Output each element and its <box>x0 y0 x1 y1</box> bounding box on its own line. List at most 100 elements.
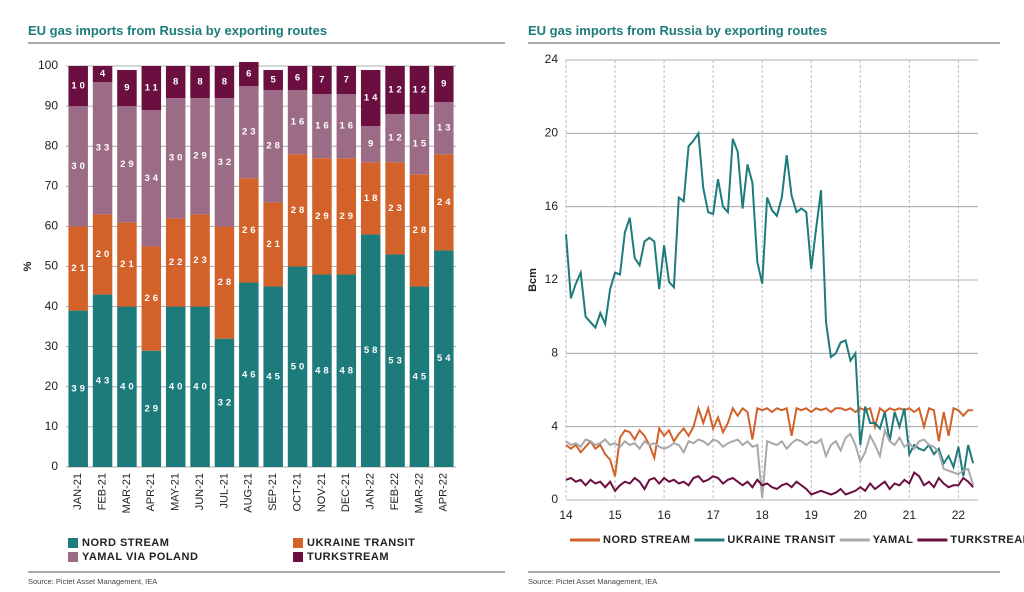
bar-segment <box>68 66 88 107</box>
y-tick-label: 70 <box>45 178 59 192</box>
bar-segment <box>360 162 381 235</box>
series-line <box>565 130 975 477</box>
data-label: 23 <box>193 255 210 266</box>
bar-segment <box>141 350 162 467</box>
bar-segment <box>190 66 210 99</box>
data-label: 45 <box>266 371 283 382</box>
bar-segment <box>92 214 113 295</box>
data-label: 48 <box>340 365 357 376</box>
data-label: 28 <box>218 277 235 288</box>
data-label: 20 <box>96 249 113 260</box>
y-tick-label: 0 <box>51 459 58 473</box>
data-label: 8 <box>173 77 181 88</box>
data-label: 14 <box>364 93 381 104</box>
data-label: 45 <box>413 371 430 382</box>
y-tick-label: 40 <box>45 299 59 313</box>
bar-segment <box>263 90 283 203</box>
bar-segment <box>312 274 332 467</box>
data-label: 28 <box>413 225 430 236</box>
bar-segment <box>360 70 381 127</box>
bar-segment <box>287 90 308 155</box>
bar-segment <box>336 158 357 275</box>
data-label: 40 <box>193 381 210 392</box>
data-label: 28 <box>291 205 308 216</box>
bar-segment <box>239 282 259 467</box>
bar-segment <box>165 66 186 99</box>
bar-segment <box>68 106 88 227</box>
bar-segment <box>312 94 332 159</box>
bar-segment <box>385 114 405 163</box>
bar-segment <box>214 338 235 467</box>
legend-label: TURKSTREAM <box>307 551 389 563</box>
bar-segment <box>117 222 137 307</box>
x-tick-label: 17 <box>706 508 720 522</box>
x-tick-label: OCT-21 <box>291 473 303 512</box>
data-label: 29 <box>315 211 332 222</box>
legend-label: UKRAINE TRANSIT <box>307 537 415 549</box>
y-tick-label: 24 <box>545 52 559 66</box>
bar-segment <box>287 66 308 91</box>
data-label: 26 <box>145 293 162 304</box>
source: Source: Pictet Asset Management, IEA <box>528 577 657 586</box>
bar-segment <box>336 274 357 467</box>
bar-segment <box>165 98 186 219</box>
data-label: 7 <box>344 75 352 86</box>
bar-segment <box>336 66 357 95</box>
x-tick-label: FEB-22 <box>389 473 401 510</box>
data-label: 11 <box>145 83 161 94</box>
x-tick-label: 18 <box>756 508 770 522</box>
bar-segment <box>117 306 137 467</box>
y-tick-label: 8 <box>551 346 558 360</box>
data-label: 10 <box>71 81 88 92</box>
data-label: 29 <box>193 151 210 162</box>
legend-label: YAMAL VIA POLAND <box>82 551 198 563</box>
bar-segment <box>312 158 332 275</box>
bar-segment <box>312 66 332 95</box>
data-label: 29 <box>145 403 162 414</box>
legend-label: NORD STREAM <box>603 534 690 546</box>
y-tick-label: 60 <box>45 219 59 233</box>
data-label: 18 <box>364 193 381 204</box>
data-label: 48 <box>315 365 332 376</box>
legend-swatch <box>293 552 303 562</box>
bar-segment <box>434 66 454 103</box>
data-label: 58 <box>364 345 381 356</box>
data-label: 29 <box>120 159 137 170</box>
data-label: 16 <box>315 121 332 132</box>
bar-segment <box>239 86 259 179</box>
bar-segment <box>190 214 210 307</box>
bar-segment <box>263 286 283 467</box>
x-tick-label: AUG-21 <box>243 473 255 513</box>
bar-segment <box>165 306 186 467</box>
bar-segment <box>287 266 308 467</box>
data-label: 21 <box>71 263 88 274</box>
legend-label: NORD STREAM <box>82 537 169 549</box>
bar-segment <box>68 310 88 467</box>
bar-segment <box>385 66 405 115</box>
x-tick-label: 14 <box>559 508 573 522</box>
bar-segment <box>287 154 308 267</box>
y-axis-title: Bcm <box>527 268 539 292</box>
data-label: 32 <box>218 157 235 168</box>
data-label: 23 <box>388 203 405 214</box>
x-tick-label: 20 <box>854 508 868 522</box>
bar-segment <box>141 66 162 111</box>
data-label: 34 <box>145 173 162 184</box>
y-axis-title: % <box>22 261 34 271</box>
data-label: 54 <box>437 353 454 364</box>
y-tick-label: 0 <box>551 492 558 506</box>
bar-segment <box>190 306 210 467</box>
y-tick-label: 16 <box>545 199 559 213</box>
y-tick-label: 20 <box>45 379 59 393</box>
data-label: 22 <box>169 257 186 268</box>
y-tick-label: 100 <box>38 58 58 72</box>
bar-segment <box>336 94 357 159</box>
bar-segment <box>409 66 430 115</box>
bar-segment <box>68 226 88 311</box>
x-tick-label: MAR-21 <box>121 473 133 513</box>
data-label: 30 <box>71 161 88 172</box>
bar-segment <box>434 102 454 155</box>
x-tick-label: 21 <box>903 508 917 522</box>
bar-segment <box>92 82 113 215</box>
y-tick-label: 90 <box>45 98 59 112</box>
